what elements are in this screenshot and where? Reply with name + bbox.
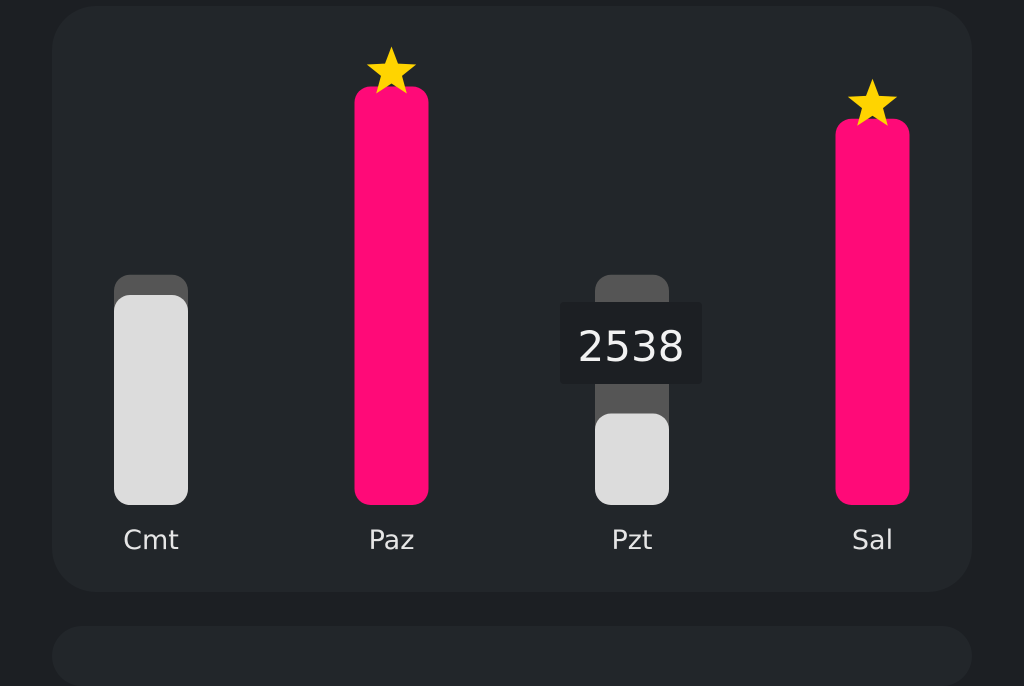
selected-value-tooltip: 2538 <box>560 302 702 384</box>
bar-group-1[interactable]: Paz <box>354 46 429 557</box>
goal-star-icon <box>847 78 898 126</box>
goal-star-icon <box>366 46 417 94</box>
bars-layer: CmtPazPztSalÇarPerBugün <box>114 46 910 557</box>
daily-steps-chart: CmtPazPztSalÇarPerBugün 2538 <box>114 46 910 557</box>
tooltip-value: 2538 <box>578 322 685 371</box>
day-label: Paz <box>369 525 415 556</box>
day-label: Pzt <box>611 525 652 556</box>
bar-group-0[interactable]: Cmt <box>114 274 188 556</box>
bar[interactable] <box>114 295 188 505</box>
tooltip-background <box>560 302 702 384</box>
chart-card <box>52 6 972 592</box>
bar[interactable] <box>595 413 669 506</box>
day-label: Sal <box>852 525 893 556</box>
bar[interactable] <box>835 118 910 505</box>
bar[interactable] <box>354 86 429 506</box>
day-label: Cmt <box>123 525 179 556</box>
bar-group-3[interactable]: Sal <box>835 78 910 556</box>
